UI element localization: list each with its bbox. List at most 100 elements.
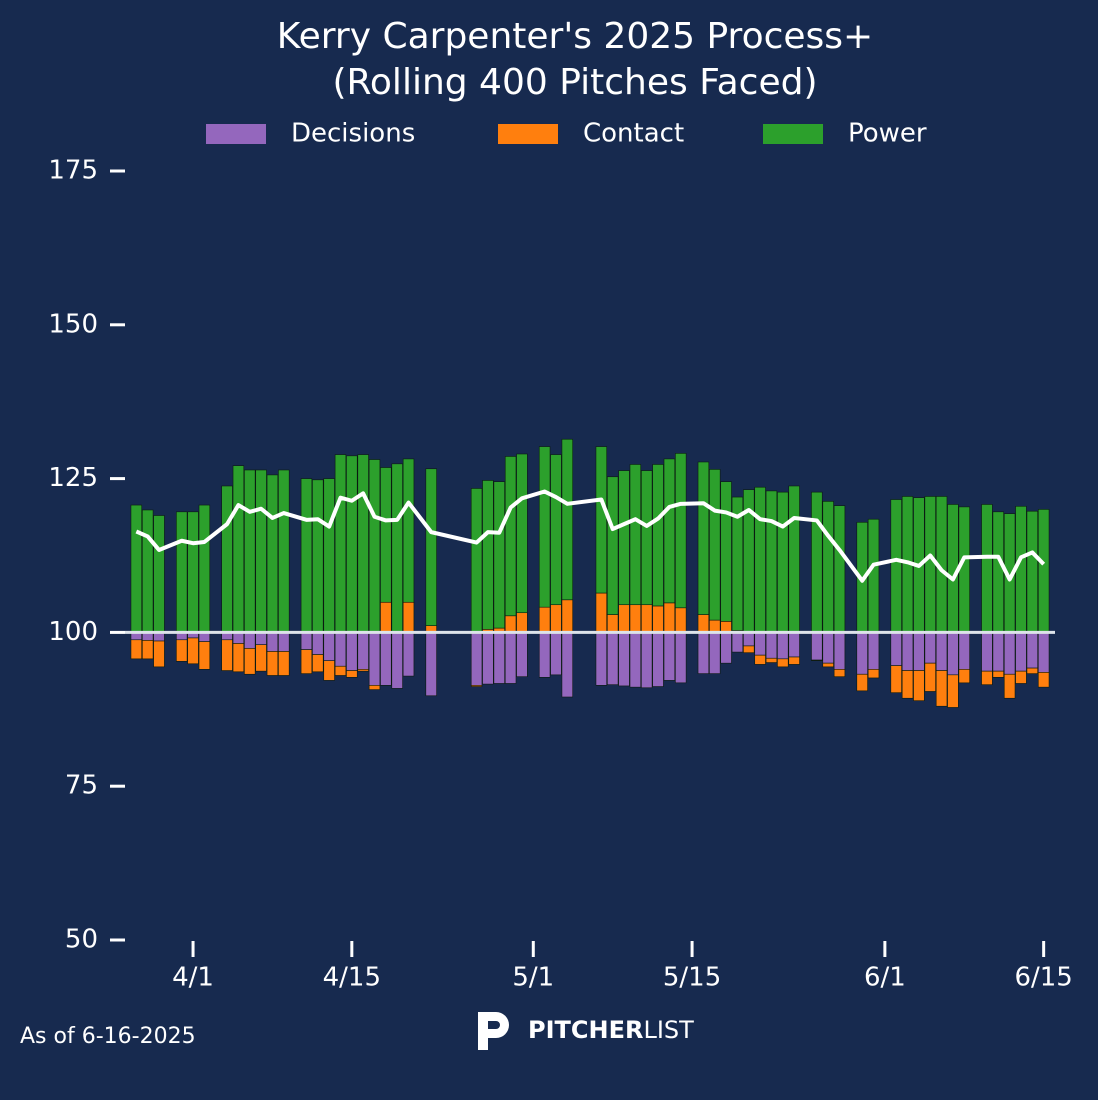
bar-segment [629,464,642,606]
x-tick-label: 4/15 [323,963,381,993]
bar-segment [709,632,721,674]
bar-segment [867,669,880,679]
bar-segment [255,469,267,633]
x-tick-label: 5/15 [663,963,721,993]
bar-segment [947,632,959,676]
bar-segment [482,480,494,630]
bar-segment [856,632,868,675]
y-tick-label: 150 [48,309,98,339]
bar-segment [278,469,290,633]
bar-segment [470,632,483,686]
bar-segment [675,453,687,609]
bar-segment [493,481,505,629]
bar-segment [141,640,154,660]
bar-segment [663,602,676,633]
bar-segment [550,632,562,676]
bar-segment [232,643,245,673]
bar-segment [890,632,902,666]
bar-segment [300,632,313,650]
bar-segment [470,685,483,687]
bar-segment [890,665,902,693]
bar-segment [130,504,143,633]
bar-segment [425,468,437,626]
y-tick-label: 75 [65,771,98,801]
legend-label: Power [848,119,927,149]
bar-segment [380,632,392,686]
bar-segment [153,515,165,633]
bar-segment [1037,672,1050,688]
bar-segment [935,632,948,671]
bar-segment [720,632,732,664]
bar-segment [402,632,415,677]
bar-segment [641,632,653,689]
bar-segment [675,607,687,633]
y-tick-label: 100 [48,617,98,647]
bar-segment [312,632,324,655]
bar-segment [255,632,267,646]
process-line [135,489,1046,583]
bar-segment [788,632,800,658]
bar-segment [312,654,324,673]
bar-segment [913,632,925,671]
bar-segment [890,499,902,633]
bar-segment [323,660,335,681]
bar-segment [1003,632,1016,675]
bar-segment [1003,673,1016,699]
bar-segment [550,454,562,606]
bar-segment [731,496,744,631]
bar-segment [618,632,630,687]
bar-segment [606,476,619,615]
bar-segment [357,454,369,633]
bar-segment [244,469,256,633]
bar-segment [346,455,358,633]
bar-segment [981,632,993,672]
bar-segment [402,458,415,603]
bar-segment [788,485,800,633]
bar-segment [391,632,403,689]
logo: PITCHERLIST [478,1012,694,1050]
bar-segment [697,614,710,633]
bar-segment [516,612,528,633]
bar-segment [629,632,642,688]
bar-segment [538,632,551,678]
bar-segment [504,615,517,633]
bar-segment [561,632,574,698]
bar-segment [731,632,744,653]
bar-segment [629,604,642,633]
logo-icon [478,1012,509,1050]
bar-segment [765,632,778,659]
bar-segment [822,501,834,633]
bar-segment [516,453,528,614]
bar-segment [901,670,914,699]
bar-segment [867,518,880,633]
bar-segment [856,673,868,692]
legend-swatch [498,124,558,144]
bar-segment [754,486,766,633]
bar-segment [323,632,335,661]
bar-segment [777,632,789,660]
bar-segment [935,670,948,707]
bar-segment [822,632,834,664]
bar-segment [266,632,279,652]
bar-segment [312,479,324,633]
bar-segment [765,657,778,663]
bar-segment [1026,667,1039,674]
bar-segment [346,670,358,678]
bar-segment [867,632,880,670]
bar-segment [1015,505,1027,633]
bar-segment [924,496,936,633]
bar-segment [992,511,1004,633]
bar-segment [1037,509,1050,633]
bar-segment [187,511,199,633]
bar-segment [709,619,721,633]
bar-segment [266,474,279,633]
bar-segment [244,648,256,675]
bar-segment [346,632,358,671]
bar-segment [720,621,732,633]
bar-segment [924,662,936,692]
bar-segment [425,632,437,697]
y-tick-label: 175 [48,156,98,186]
x-tick-label: 6/15 [1014,963,1072,993]
bar-segment [504,632,517,684]
bar-segment [266,651,279,676]
